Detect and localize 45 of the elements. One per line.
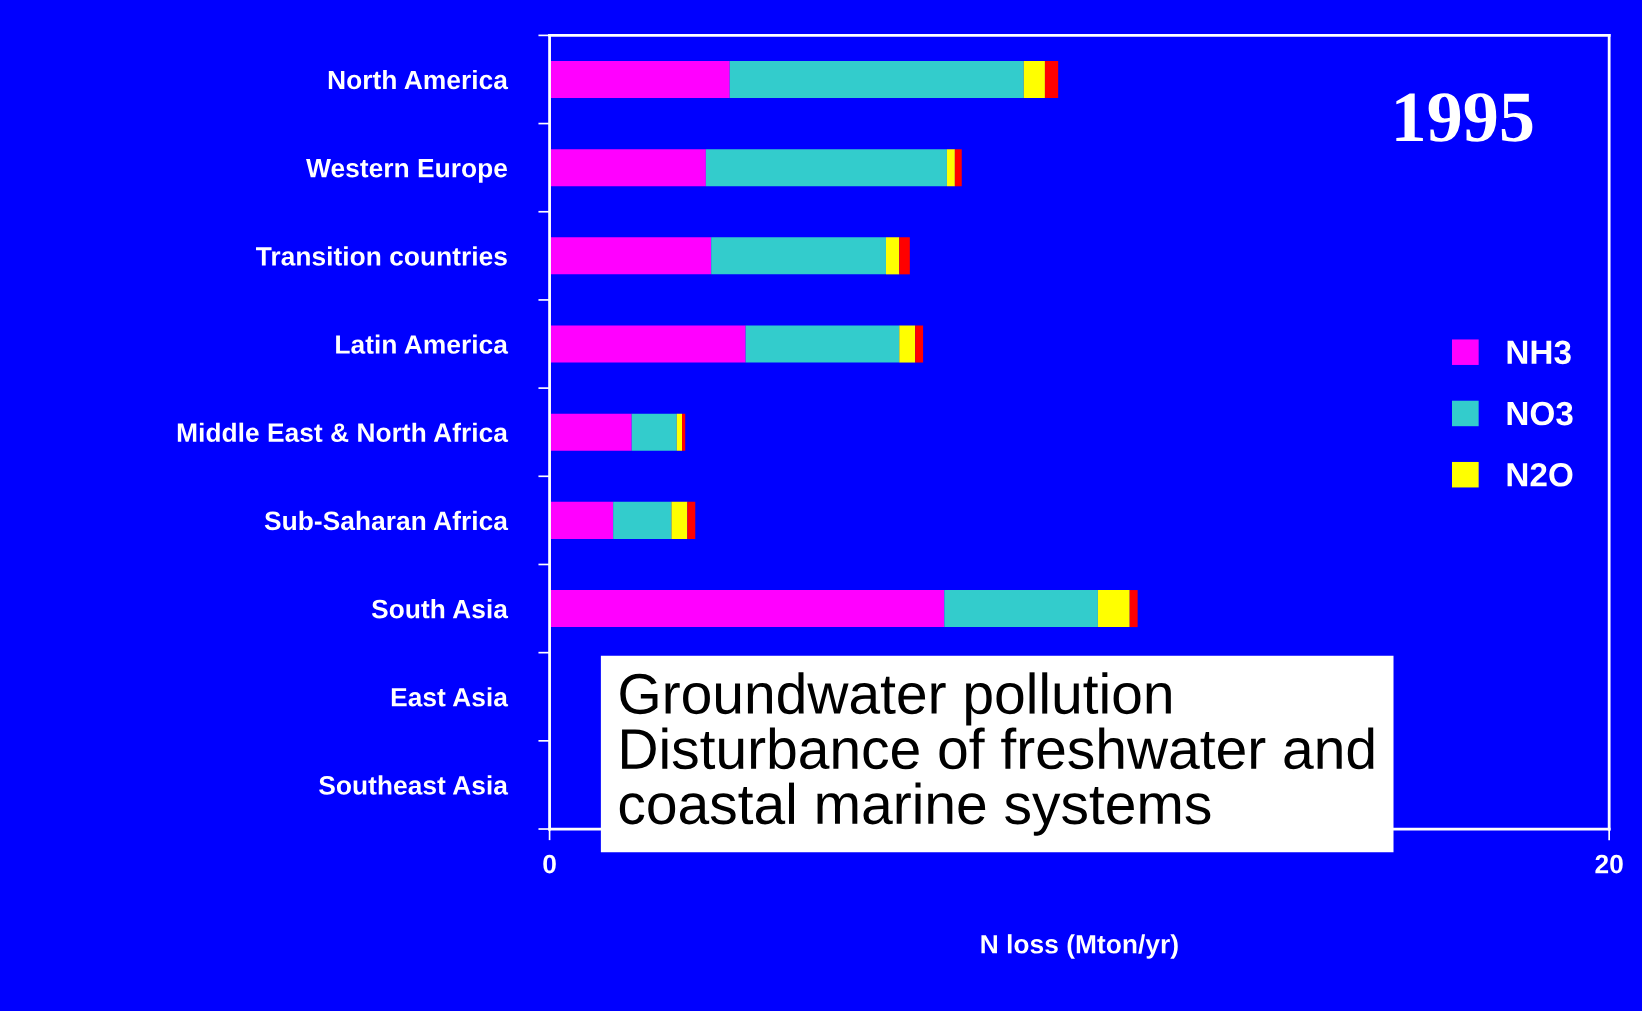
bar (899, 325, 916, 363)
bar (676, 413, 683, 451)
y-tick-label: Latin America (336, 334, 509, 354)
bar (711, 237, 886, 275)
bar (549, 149, 706, 187)
x-tick-label: 20 (1595, 854, 1623, 874)
y-tick-label: East Asia (391, 687, 509, 707)
y-tick-label: North America (328, 69, 509, 90)
legend-label: N2O (1507, 463, 1573, 487)
annotation: Groundwater pollution Disturbance of freshwater and coastal marine systems (619, 672, 1374, 836)
x-tick-label: 0 (543, 854, 556, 874)
bar (549, 60, 730, 98)
bar (549, 501, 614, 539)
x-axis-title: N loss (Mton/yr) (981, 934, 1178, 959)
bar (549, 237, 712, 275)
bar (705, 149, 947, 187)
bar (1044, 60, 1059, 98)
bar (671, 501, 688, 539)
legend-label: NH3 (1507, 340, 1571, 365)
bar (944, 590, 1098, 628)
y-tick-label: Southeast Asia (319, 775, 509, 795)
bar (549, 413, 632, 451)
y-tick-label: Transition countries (256, 246, 507, 266)
bar (682, 413, 686, 451)
bar (549, 325, 746, 363)
bar (549, 590, 945, 628)
bar (946, 149, 955, 187)
bar (1129, 590, 1138, 628)
legend-label: NO3 (1507, 401, 1573, 426)
bar (954, 149, 962, 187)
y-tick-label: Western Europe (306, 159, 508, 183)
bar (631, 413, 677, 451)
bar (613, 501, 672, 539)
bar (729, 60, 1024, 98)
y-tick-label: Middle East & North Africa (177, 422, 509, 443)
bar (899, 237, 910, 275)
bar (915, 325, 924, 363)
bar (1097, 590, 1130, 628)
y-tick-label: Sub-Saharan Africa (264, 510, 509, 531)
bar (687, 501, 696, 539)
bar (1023, 60, 1045, 98)
text: 1995 (1396, 93, 1533, 142)
bar (885, 237, 900, 275)
bar (745, 325, 900, 363)
y-tick-label: South Asia (371, 599, 509, 619)
